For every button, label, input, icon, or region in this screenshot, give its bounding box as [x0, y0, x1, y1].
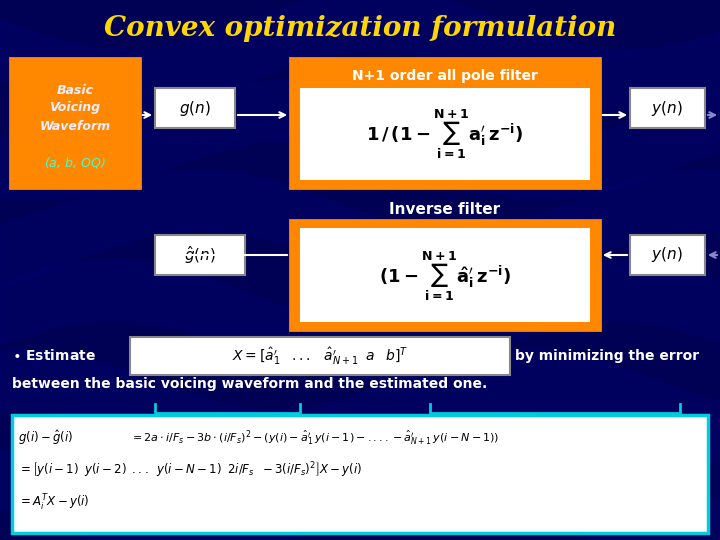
Text: between the basic voicing waveform and the estimated one.: between the basic voicing waveform and t… [12, 377, 487, 391]
Bar [290, 58, 600, 188]
Text: ($a$, $b$, $OQ$): ($a$, $b$, $OQ$) [44, 156, 106, 171]
Bar [300, 88, 590, 180]
Bar [300, 228, 590, 322]
Text: Inverse filter: Inverse filter [390, 202, 500, 218]
Text: $X=[\hat{a}_1^{\prime}\;\;\;...\;\;\;\hat{a}_{N+1}^{\prime}\;\;a\;\;\;b]^T$: $X=[\hat{a}_1^{\prime}\;\;\;...\;\;\;\ha… [232, 345, 408, 367]
Bar [155, 235, 245, 275]
Text: $y(n)$: $y(n)$ [651, 98, 683, 118]
Bar [155, 88, 235, 128]
Text: $g(n)$: $g(n)$ [179, 98, 211, 118]
Bar [12, 415, 708, 533]
Bar [290, 220, 600, 330]
Bar [630, 88, 705, 128]
Text: Basic
Voicing
Waveform: Basic Voicing Waveform [40, 84, 111, 132]
Text: $y(n)$: $y(n)$ [651, 246, 683, 265]
Text: $\hat{g}(n)$: $\hat{g}(n)$ [184, 244, 216, 266]
Bar [10, 58, 140, 188]
Bar [630, 235, 705, 275]
Text: N+1 order all pole filter: N+1 order all pole filter [352, 69, 538, 83]
Text: $\mathbf{(1-\sum_{i=1}^{N+1} \hat{a}_i^{\prime}\,z^{-i})}$: $\mathbf{(1-\sum_{i=1}^{N+1} \hat{a}_i^{… [379, 249, 511, 303]
Text: $\mathbf{1\,/\,(1-\sum_{i=1}^{N+1} a_i^{\prime}\,z^{-i})}$: $\mathbf{1\,/\,(1-\sum_{i=1}^{N+1} a_i^{… [366, 107, 523, 161]
Text: $=\left[y(i-1)\;\;y(i-2)\;\;...\;\;y(i-N-1)\;\;2i/F_s\;\;-3(i/F_s)^2\right]X - y: $=\left[y(i-1)\;\;y(i-2)\;\;...\;\;y(i-N… [18, 460, 362, 480]
Text: $=A_i^T X - y(i)$: $=A_i^T X - y(i)$ [18, 493, 89, 513]
Text: by minimizing the error: by minimizing the error [515, 349, 699, 363]
Text: Convex optimization formulation: Convex optimization formulation [104, 15, 616, 42]
Text: $g(i)-\hat{g}(i)$: $g(i)-\hat{g}(i)$ [18, 429, 73, 448]
Text: $\bullet$ Estimate: $\bullet$ Estimate [12, 348, 96, 363]
Text: $=2a\cdot i/F_s - 3b\cdot(i/F_s)^2 - (y(i) - \hat{a}_1^{\prime}\,y(i-1) - ....  : $=2a\cdot i/F_s - 3b\cdot(i/F_s)^2 - (y(… [130, 429, 500, 448]
Bar [130, 337, 510, 375]
